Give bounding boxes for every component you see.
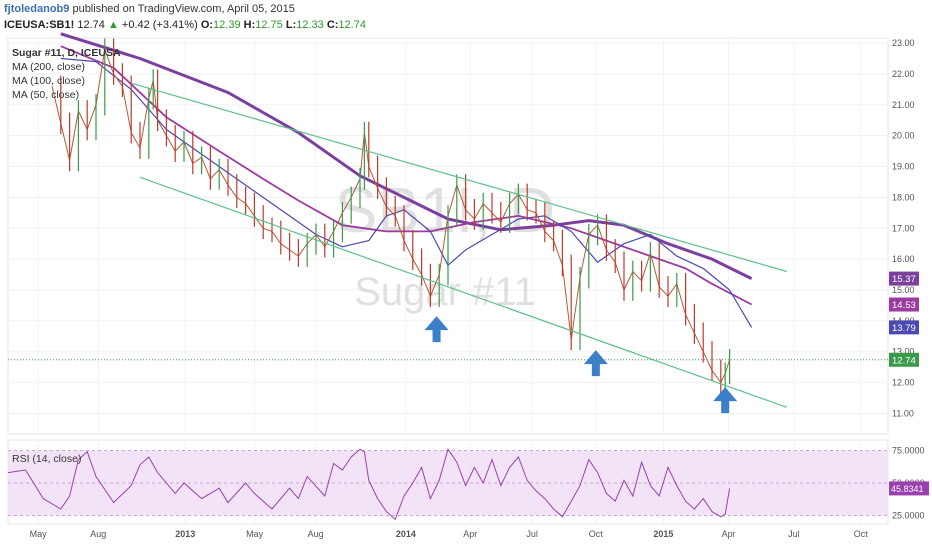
arrow-1 [424,316,449,343]
x-tick-label: May [30,529,48,539]
price-label-tag: 15.37 [889,271,919,286]
arrow-up-icon [424,316,449,343]
published-text: published on TradingView.com, April 05, … [72,3,295,15]
y-tick-label: 20.00 [892,131,915,141]
legend-entry: MA (100, close) [12,75,85,87]
x-tick-label: Apr [722,529,736,539]
rsi-value-tag: 45.8341 [889,481,929,496]
arrow-2 [583,350,608,377]
channel-lines[interactable] [8,82,888,408]
change: +0.42 (+3.41%) [121,19,198,31]
price-label-bg [889,320,919,335]
open-value: 12.39 [213,19,241,31]
price-axis[interactable]: 23.00 22.00 21.00 20.00 19.00 18.00 17.00 16.00… [889,38,929,521]
channel-upper-line [131,82,787,273]
rsi-band [8,450,888,516]
up-triangle-icon: ▲ [107,19,119,31]
close-value: 12.74 [338,19,366,31]
x-tick-label: 2014 [396,529,416,539]
y-tick-label: 13.00 [892,347,915,357]
y-tick-label: 21.00 [892,100,915,110]
price-label-tag: 13.79 [889,320,919,335]
low-value: 12.33 [296,19,324,31]
open-label: O: [200,19,214,31]
rsi-tick-label: 75.0000 [892,446,925,456]
price-label-tag: 12.74 [889,352,919,367]
y-tick-label: 19.00 [892,162,915,172]
y-tick-label: 15.00 [892,285,915,295]
ma50-line [60,57,753,328]
price-label-text: 12.74 [892,355,916,366]
watermark-name: Sugar #11 [354,270,536,314]
x-tick-label: Aug [308,529,324,539]
legend: Sugar #11, D, ICEUSA MA (200, close) MA (1… [12,47,121,101]
price-label-text: 13.79 [892,323,916,334]
y-tick-label: 17.00 [892,223,915,233]
chart-header: fjtoledanob9 published on TradingView.co… [0,0,932,36]
y-tick-label: 16.00 [892,254,915,264]
publish-line: fjtoledanob9 published on TradingView.co… [4,3,295,15]
ohlc-line: ICEUSA:SB1! 12.74 ▲ +0.42 (+3.41%) O:12.… [4,19,366,31]
time-axis[interactable]: May Aug 2013 May Aug 2014 Apr Jul Oct 2015 Apr Jul O… [30,529,869,539]
rsi-value-text: 45.8341 [891,484,924,494]
price-label-bg [889,297,919,312]
main-pane [7,37,889,435]
rsi-line [7,448,731,521]
annotation-arrows[interactable] [424,316,738,414]
x-tick-label: Jul [788,529,800,539]
price-label-bg [889,271,919,286]
y-tick-label: 18.00 [892,192,915,202]
x-tick-label: 2015 [653,529,673,539]
legend-entry: MA (200, close) [12,61,85,73]
rsi-tick-label: 25.0000 [892,511,925,521]
rsi-value-bg [889,481,929,496]
arrow-3 [713,387,738,414]
x-tick-label: Aug [90,529,106,539]
legend-entry: Sugar #11, D, ICEUSA [12,47,121,59]
rsi-label: RSI (14, close) [12,453,81,465]
y-tick-label: 22.00 [892,69,915,79]
x-tick-label: Jul [526,529,538,539]
x-tick-label: 2013 [175,529,195,539]
y-tick-label: 11.00 [892,408,914,418]
x-tick-label: Oct [854,529,869,539]
price: 12.74 [77,19,105,31]
arrow-up-icon [713,387,738,414]
y-tick-label: 23.00 [892,38,915,48]
channel-lower-line [139,176,788,408]
x-tick-label: Apr [463,529,477,539]
author-link[interactable]: fjtoledanob9 [4,3,70,15]
arrow-up-icon [583,350,608,377]
price-label-bg [889,352,919,367]
series-layer [7,32,753,521]
legend-entry: MA (50, close) [12,89,79,101]
low-label: L: [285,19,297,31]
high-value: 12.75 [255,19,283,31]
symbol: ICEUSA:SB1! [4,19,75,31]
y-tick-label: 12.00 [892,378,915,388]
price-label-text: 15.37 [892,274,916,285]
high-label: H: [243,19,256,31]
x-tick-label: Oct [589,529,604,539]
price-label-text: 14.53 [892,300,916,311]
price-label-tag: 14.53 [889,297,919,312]
x-tick-label: May [246,529,264,539]
close-label: C: [326,19,339,31]
